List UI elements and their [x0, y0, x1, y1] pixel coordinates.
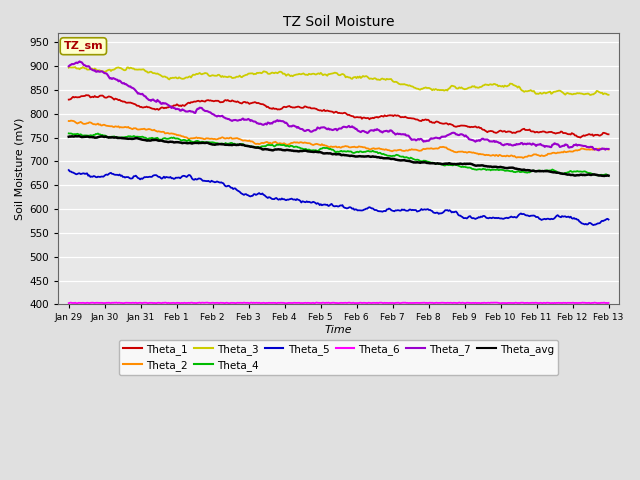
- Legend: Theta_1, Theta_2, Theta_3, Theta_4, Theta_5, Theta_6, Theta_7, Theta_avg: Theta_1, Theta_2, Theta_3, Theta_4, Thet…: [119, 340, 558, 375]
- Text: TZ_sm: TZ_sm: [63, 41, 103, 51]
- Title: TZ Soil Moisture: TZ Soil Moisture: [283, 15, 394, 29]
- X-axis label: Time: Time: [325, 325, 353, 335]
- Y-axis label: Soil Moisture (mV): Soil Moisture (mV): [15, 118, 25, 220]
